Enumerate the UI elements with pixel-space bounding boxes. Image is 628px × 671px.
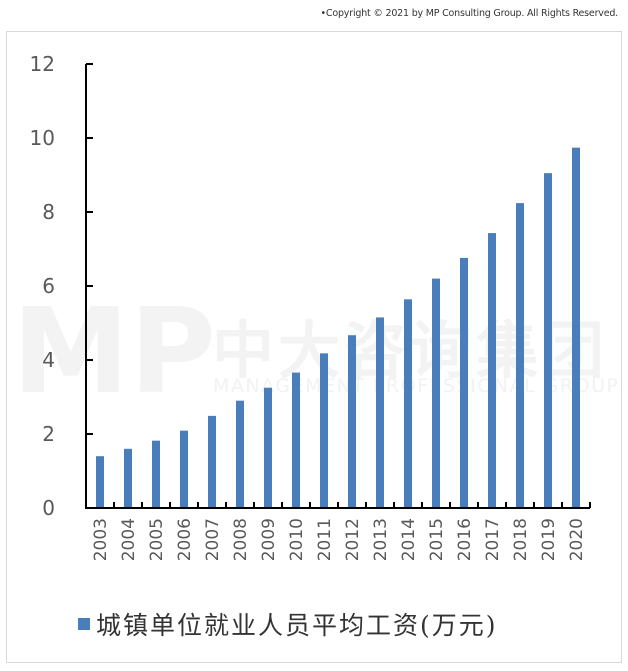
x-tick-label: 2005 — [147, 518, 167, 561]
y-tick-label: 6 — [42, 274, 55, 298]
bar-2019 — [544, 173, 552, 508]
bar-2008 — [236, 400, 244, 508]
bar-2014 — [404, 299, 412, 508]
bar-2003 — [96, 456, 104, 508]
x-tick-label: 2008 — [231, 518, 251, 561]
legend-label: 城镇单位就业人员平均工资(万元) — [96, 611, 498, 640]
legend: 城镇单位就业人员平均工资(万元) — [78, 606, 498, 642]
x-tick-label: 2009 — [259, 518, 279, 561]
bar-2018 — [516, 203, 524, 508]
axes — [85, 63, 591, 509]
x-tick-label: 2012 — [343, 518, 363, 561]
x-tick-label: 2007 — [203, 518, 223, 561]
bar-2006 — [180, 430, 188, 508]
bar-2004 — [124, 448, 132, 508]
y-tick-label: 8 — [42, 200, 55, 224]
x-tick-label: 2004 — [119, 518, 139, 561]
x-tick-label: 2016 — [455, 518, 475, 561]
x-tick-label: 2006 — [175, 518, 195, 561]
y-tick-label: 2 — [42, 422, 55, 446]
bar-2011 — [320, 353, 328, 508]
y-tick-label: 0 — [42, 496, 55, 520]
bar-2013 — [376, 317, 384, 508]
x-axis-labels: 2003 2004 2005 2006 2007 2008 2009 2010 2011 2012… — [91, 518, 587, 561]
x-tick-label: 2015 — [427, 518, 447, 561]
x-tick-label: 2010 — [287, 518, 307, 561]
bar-2020 — [572, 147, 580, 508]
x-tick-label: 2017 — [483, 518, 503, 561]
x-tick-label: 2018 — [511, 518, 531, 561]
bar-2012 — [348, 335, 356, 508]
watermark-en: MANAGEMENT PROFESSIONAL GROUP — [213, 375, 618, 397]
bar-2009 — [264, 387, 272, 508]
copyright-notice: •Copyright © 2021 by MP Consulting Group… — [320, 8, 619, 19]
bar-2016 — [460, 257, 468, 508]
bar-2005 — [152, 440, 160, 508]
x-tick-label: 2013 — [371, 518, 391, 561]
y-axis-ticks: 0 2 4 6 8 10 12 — [30, 52, 55, 520]
bar-2015 — [432, 278, 440, 508]
bar-2010 — [292, 372, 300, 508]
bars — [96, 147, 580, 508]
x-tick-label: 2014 — [399, 518, 419, 561]
watermark: MP 中大咨询集团 MANAGEMENT PROFESSIONAL GROUP — [12, 282, 618, 420]
y-tick-label: 10 — [30, 126, 55, 150]
watermark-logo: MP — [12, 282, 216, 420]
x-tick-label: 2020 — [567, 518, 587, 561]
bar-2007 — [208, 415, 216, 508]
x-tick-label: 2019 — [539, 518, 559, 561]
y-tick-label: 4 — [42, 348, 55, 372]
x-tick-label: 2011 — [315, 518, 335, 561]
legend-swatch-icon — [78, 618, 90, 630]
bar-2017 — [488, 233, 496, 508]
y-tick-label: 12 — [30, 52, 55, 76]
x-tick-label: 2003 — [91, 518, 111, 561]
